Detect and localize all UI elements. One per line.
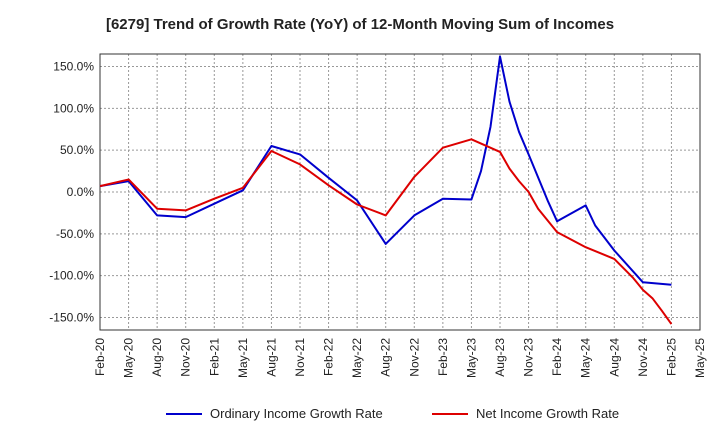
y-tick-label: -100.0% [49,269,94,283]
legend: Ordinary Income Growth Rate Net Income G… [0,402,720,426]
plot-border [99,53,701,331]
x-tick-label: Aug-23 [493,338,507,377]
x-tick-label: Feb-25 [664,338,678,376]
legend-item-ordinary: Ordinary Income Growth Rate [166,406,383,421]
series-line-ordinary-income [99,55,672,286]
x-tick-label: Feb-22 [322,338,336,376]
x-tick-label: Nov-22 [407,338,421,377]
y-tick-label: -150.0% [49,310,94,324]
x-tick-label: Nov-23 [522,338,536,377]
x-tick-label: Nov-24 [636,338,650,377]
chart-title: [6279] Trend of Growth Rate (YoY) of 12-… [105,16,615,33]
legend-item-net: Net Income Growth Rate [432,406,619,421]
x-tick-label: Feb-23 [436,338,450,376]
y-tick-label: 150.0% [53,60,94,74]
x-tick-label: Aug-21 [264,338,278,377]
x-tick-label: Aug-20 [150,338,164,377]
x-tick-label: May-21 [236,338,250,378]
y-tick-label: 100.0% [53,101,94,115]
y-tick-label: -50.0% [56,227,94,241]
legend-swatch-ordinary [166,412,202,415]
x-tick-label: May-24 [579,338,593,378]
x-tick-label: Nov-20 [179,338,193,377]
x-tick-label: May-22 [350,338,364,378]
legend-label-net: Net Income Growth Rate [476,406,620,421]
legend-swatch-net [432,412,468,415]
x-tick-label: Aug-22 [379,338,393,377]
x-tick-label: Feb-21 [207,338,221,376]
x-tick-label: Feb-24 [550,338,564,376]
x-tick-label: May-23 [464,338,478,378]
legend-label-ordinary: Ordinary Income Growth Rate [210,406,383,421]
x-tick-label: Nov-21 [293,338,307,377]
y-tick-label: 0.0% [67,185,95,199]
x-tick-label: Feb-20 [93,338,107,376]
x-tick-label: Aug-24 [607,338,621,377]
y-tick-label: 50.0% [60,143,94,157]
x-tick-label: May-25 [693,338,707,378]
x-tick-label: May-20 [122,338,136,378]
series-line-net-income [99,138,673,325]
